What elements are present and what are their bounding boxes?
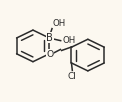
Text: Cl: Cl [68, 72, 76, 81]
Text: O: O [46, 50, 54, 59]
Text: OH: OH [52, 19, 66, 28]
Text: OH: OH [62, 36, 75, 45]
Text: B: B [46, 33, 53, 43]
